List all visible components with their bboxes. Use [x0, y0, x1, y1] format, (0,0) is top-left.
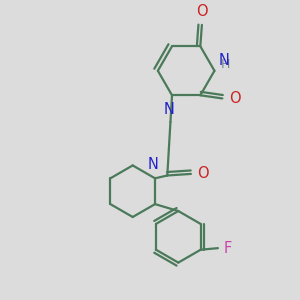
Text: N: N: [218, 53, 229, 68]
Text: O: O: [197, 167, 209, 182]
Text: O: O: [229, 91, 240, 106]
Text: N: N: [148, 157, 159, 172]
Text: F: F: [224, 241, 232, 256]
Text: N: N: [164, 102, 175, 117]
Text: O: O: [196, 4, 208, 19]
Text: H: H: [221, 58, 230, 71]
